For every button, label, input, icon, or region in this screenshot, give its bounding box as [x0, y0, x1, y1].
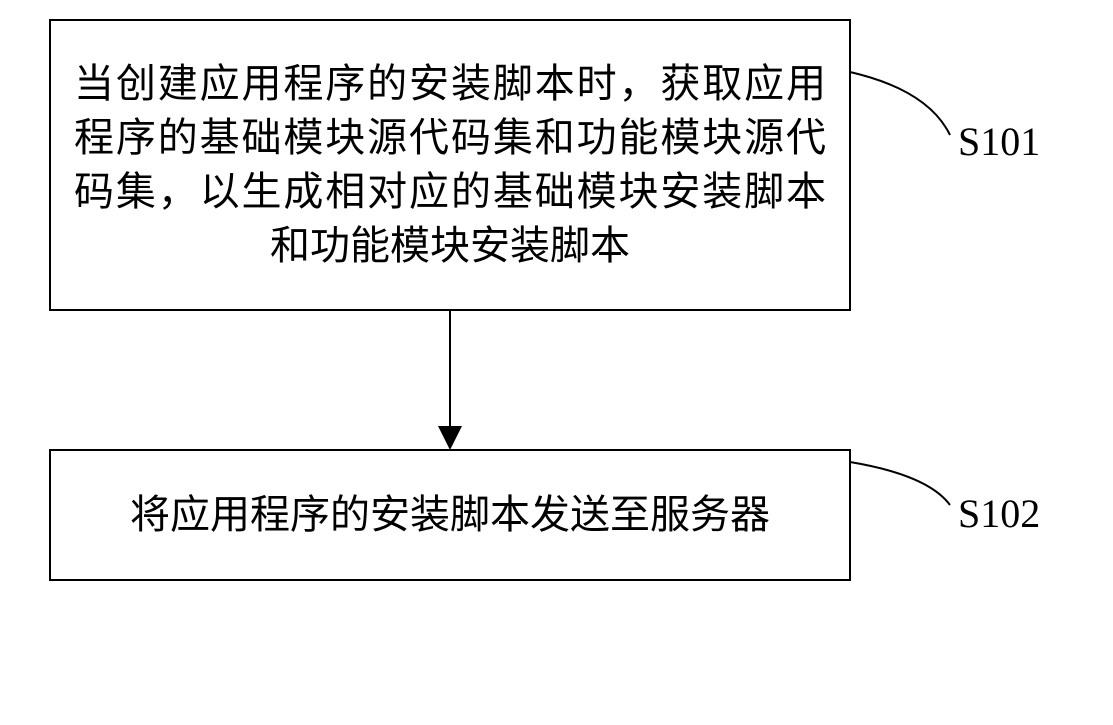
edge-arrow-head: [438, 426, 462, 450]
node-s101-content: 当创建应用程序的安装脚本时，获取应用程序的基础模块源代码集和功能模块源代码集，以…: [74, 57, 826, 273]
step-label-s101: S101: [958, 118, 1040, 165]
node-s101-text: 当创建应用程序的安装脚本时，获取应用程序的基础模块源代码集和功能模块源代码集，以…: [50, 20, 850, 310]
label-connector-s101: [850, 72, 950, 135]
label-connector-s102: [850, 462, 950, 505]
node-s102-text: 将应用程序的安装脚本发送至服务器: [50, 450, 850, 580]
node-s102-content: 将应用程序的安装脚本发送至服务器: [130, 488, 770, 542]
step-label-s102: S102: [958, 490, 1040, 537]
